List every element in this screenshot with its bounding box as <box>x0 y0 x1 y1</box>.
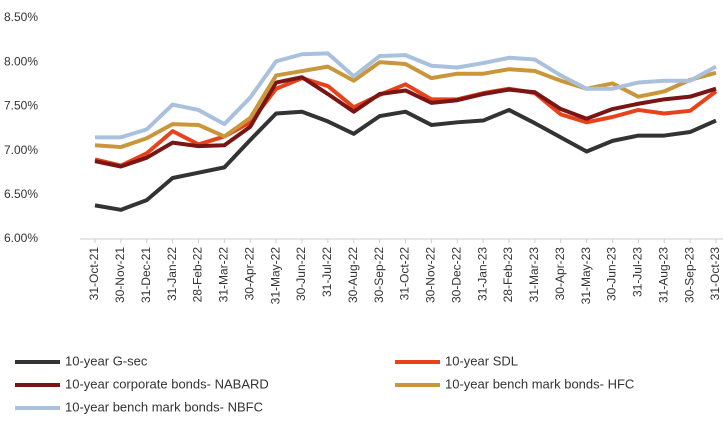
y-tick-label: 6.50% <box>4 187 38 201</box>
y-tick-label: 7.00% <box>4 143 38 157</box>
x-tick-label: 30-Sep-23 <box>682 247 696 303</box>
series-line <box>95 51 717 140</box>
x-tick-label: 28-Feb-22 <box>191 247 205 303</box>
x-tick-label: 30-Sep-22 <box>372 247 386 303</box>
y-tick-label: 8.50% <box>4 10 38 24</box>
x-tick-label: 31-Jan-23 <box>475 247 489 301</box>
x-tick-label: 31-Jul-23 <box>631 247 645 297</box>
x-tick-label: 30-Dec-22 <box>449 247 463 303</box>
legend-label: 10-year SDL <box>445 353 518 368</box>
legend-label: 10-year corporate bonds- NABARD <box>65 376 269 391</box>
x-tick-label: 30-Apr-22 <box>242 247 256 301</box>
x-tick-label: 30-Jun-23 <box>605 247 619 301</box>
x-tick-label: 31-Dec-21 <box>139 247 153 303</box>
x-tick-label: 31-May-22 <box>268 247 282 305</box>
x-tick-label: 31-May-23 <box>579 247 593 305</box>
legend-label: 10-year bench mark bonds- HFC <box>445 376 634 391</box>
series-line <box>94 60 717 150</box>
legend-label: 10-year G-sec <box>65 353 148 368</box>
x-tick-label: 31-Jul-22 <box>320 247 334 297</box>
y-tick-label: 8.00% <box>4 54 38 68</box>
series-line <box>94 107 717 212</box>
legend-label: 10-year bench mark bonds- NBFC <box>65 399 263 414</box>
x-tick-label: 30-Nov-22 <box>424 247 438 303</box>
y-tick-label: 6.00% <box>4 231 38 245</box>
y-tick-label: 7.50% <box>4 99 38 113</box>
x-tick-label: 31-Mar-22 <box>217 247 231 303</box>
x-tick-label: 28-Feb-23 <box>501 247 515 303</box>
x-tick-label: 30-Jun-22 <box>294 247 308 301</box>
x-tick-label: 31-Aug-23 <box>656 247 670 303</box>
x-tick-label: 31-Oct-22 <box>398 247 412 301</box>
x-tick-label: 31-Jan-22 <box>165 247 179 301</box>
x-tick-label: 31-Oct-23 <box>708 247 722 301</box>
x-tick-label: 31-Mar-23 <box>527 247 541 303</box>
x-tick-label: 31-Oct-21 <box>87 247 101 301</box>
x-tick-label: 30-Apr-23 <box>553 247 567 301</box>
x-tick-label: 30-Nov-21 <box>113 247 127 303</box>
series-line <box>94 75 717 169</box>
x-tick-label: 30-Aug-22 <box>346 247 360 303</box>
